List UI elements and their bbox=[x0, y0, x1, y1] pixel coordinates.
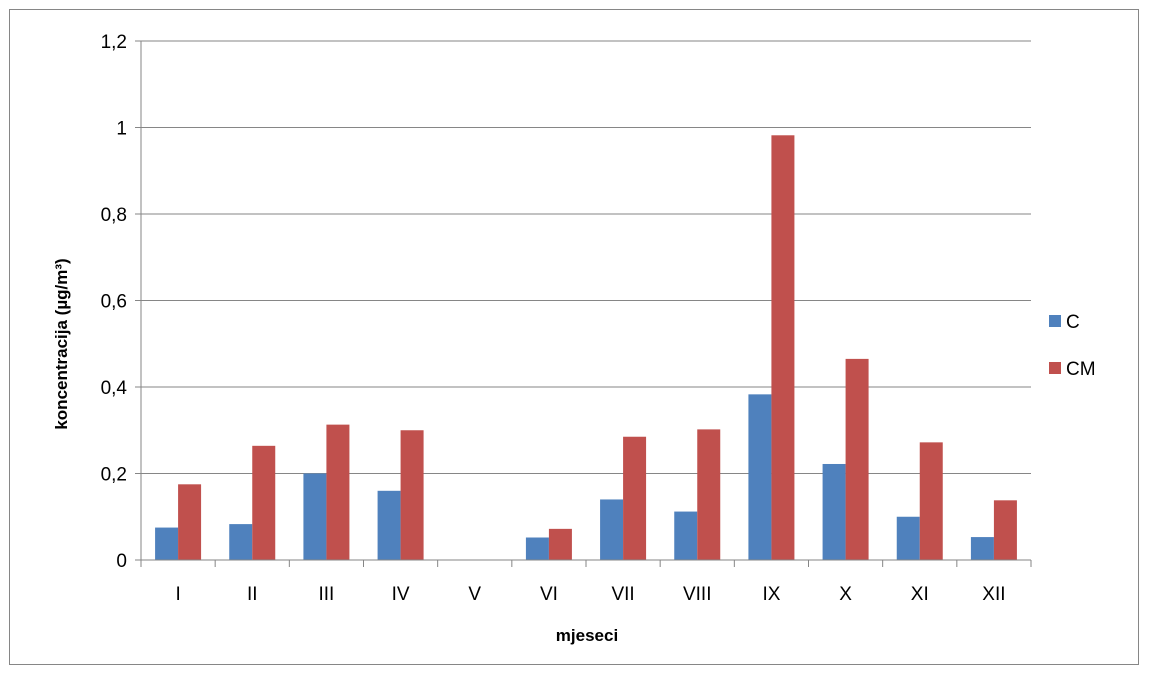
bar-c-III bbox=[303, 473, 327, 560]
bar-cm-XI bbox=[919, 442, 943, 560]
legend-swatch-cm bbox=[1049, 362, 1061, 374]
bar-cm-XII bbox=[993, 500, 1017, 560]
x-tick-label: III bbox=[318, 584, 334, 605]
y-tick-label: 0,6 bbox=[101, 292, 127, 313]
x-tick-label: IV bbox=[392, 584, 410, 605]
bar-c-XII bbox=[970, 537, 994, 560]
y-axis-title: koncentracija (µg/m³) bbox=[52, 258, 71, 429]
gridlines bbox=[141, 40, 1031, 474]
bar-c-VII bbox=[600, 499, 624, 560]
bars bbox=[155, 135, 1017, 560]
bar-cm-I bbox=[178, 484, 202, 560]
x-tick-label: XII bbox=[982, 584, 1005, 605]
bar-cm-IX bbox=[771, 135, 795, 560]
bar-cm-III bbox=[326, 424, 350, 560]
bar-c-IV bbox=[377, 490, 401, 560]
bar-c-VI bbox=[525, 537, 549, 560]
bar-c-X bbox=[822, 463, 846, 560]
bar-cm-X bbox=[845, 358, 869, 560]
bar-c-II bbox=[229, 524, 253, 560]
x-tick-label: X bbox=[839, 584, 852, 605]
axes bbox=[135, 40, 1032, 567]
bar-c-IX bbox=[748, 394, 772, 560]
x-tick-label: IX bbox=[762, 584, 780, 605]
bar-cm-VIII bbox=[697, 429, 721, 560]
x-axis-title: mjeseci bbox=[556, 626, 618, 645]
bar-cm-IV bbox=[400, 430, 424, 560]
x-tick-label: II bbox=[247, 584, 258, 605]
bar-c-XI bbox=[896, 516, 920, 560]
y-tick-label: 0,2 bbox=[101, 465, 127, 486]
x-tick-label: VI bbox=[540, 584, 558, 605]
x-tick-labels: I II III IV V VI VII VIII IX X XI XII bbox=[175, 584, 1005, 605]
x-tick-label: I bbox=[175, 584, 180, 605]
x-tick-label: VII bbox=[611, 584, 634, 605]
y-tick-labels: 0 0,2 0,4 0,6 0,8 1 1,2 bbox=[101, 32, 128, 572]
x-tick-label: V bbox=[468, 584, 481, 605]
bar-c-VIII bbox=[674, 511, 698, 560]
legend: C CM bbox=[1049, 312, 1096, 380]
bar-c-I bbox=[155, 527, 179, 560]
y-tick-label: 1,2 bbox=[101, 32, 127, 53]
bar-cm-VI bbox=[548, 528, 572, 560]
y-tick-label: 0,8 bbox=[101, 205, 127, 226]
x-tick-label: XI bbox=[911, 584, 929, 605]
y-tick-label: 1 bbox=[116, 119, 127, 140]
y-tick-label: 0,4 bbox=[101, 378, 128, 399]
bar-cm-VII bbox=[623, 436, 647, 560]
legend-swatch-c bbox=[1049, 315, 1061, 327]
x-tick-label: VIII bbox=[683, 584, 712, 605]
y-tick-label: 0 bbox=[116, 551, 127, 572]
bar-cm-II bbox=[252, 445, 276, 560]
legend-label-cm: CM bbox=[1066, 359, 1096, 380]
legend-label-c: C bbox=[1066, 312, 1080, 333]
